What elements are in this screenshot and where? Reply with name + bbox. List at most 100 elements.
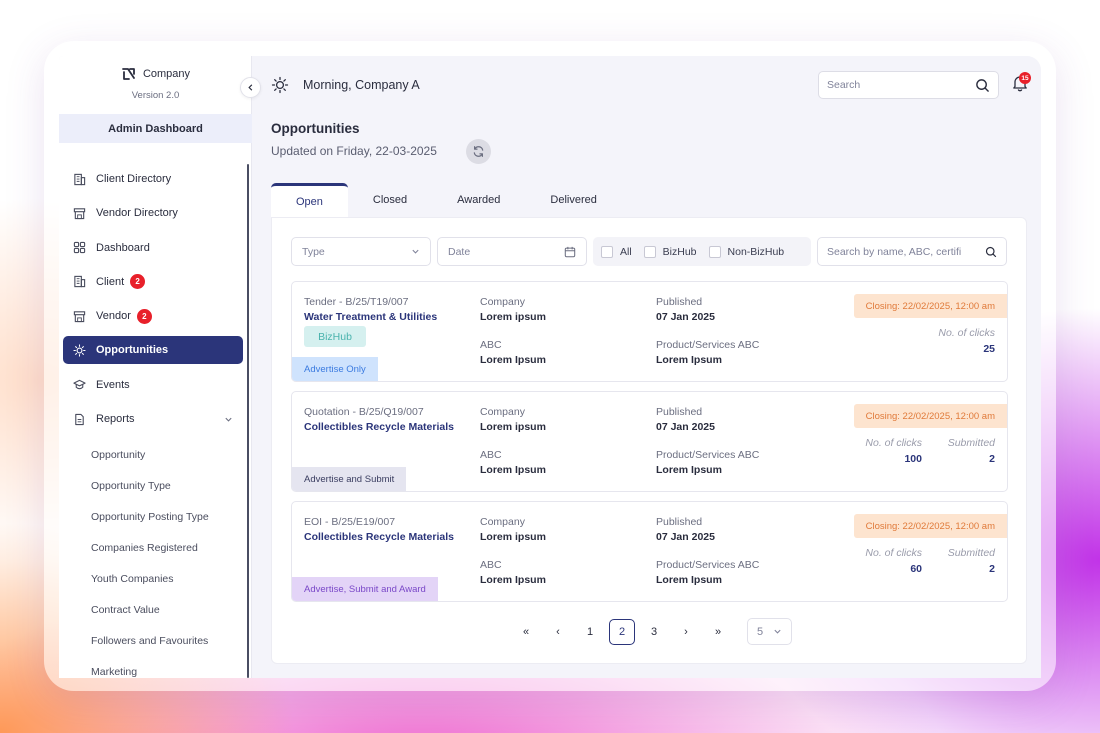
- opportunity-title[interactable]: Collectibles Recycle Materials: [304, 531, 454, 543]
- checkbox-all[interactable]: All: [601, 245, 632, 258]
- product-label: Product/Services ABC: [656, 339, 760, 351]
- page-size-select[interactable]: 5: [747, 618, 792, 645]
- report-item-youth-companies[interactable]: Youth Companies: [91, 572, 174, 585]
- checkbox-box[interactable]: [708, 245, 721, 258]
- notification-count-badge: 15: [1019, 72, 1031, 84]
- opportunity-card[interactable]: Quotation - B/25/Q19/007 Collectibles Re…: [291, 391, 1008, 492]
- checkbox-box[interactable]: [643, 245, 656, 258]
- store-icon: [73, 310, 86, 322]
- sidebar-item-dashboard[interactable]: Dashboard: [63, 234, 243, 262]
- tab-awarded[interactable]: Awarded: [457, 194, 501, 206]
- search-placeholder: Search by name, ABC, certifi: [827, 245, 962, 258]
- report-item-contract-value[interactable]: Contract Value: [91, 603, 160, 616]
- first-page-button[interactable]: «: [522, 625, 530, 638]
- last-updated-text: Updated on Friday, 22-03-2025: [271, 144, 437, 158]
- checkbox-bizhub[interactable]: BizHub: [643, 245, 697, 258]
- page-size-value: 5: [757, 625, 764, 638]
- abc-value: Lorem Ipsum: [480, 574, 546, 586]
- opportunity-card[interactable]: EOI - B/25/E19/007 Collectibles Recycle …: [291, 501, 1008, 602]
- opportunity-title[interactable]: Water Treatment & Utilities: [304, 311, 438, 323]
- clicks-label: No. of clicks: [938, 327, 995, 339]
- sidebar: Company Version 2.0 Admin Dashboard Clie…: [59, 56, 252, 678]
- sidebar-item-label: Events: [96, 378, 130, 391]
- product-value: Lorem Ipsum: [656, 574, 722, 586]
- date-picker[interactable]: Date: [437, 237, 587, 266]
- published-value: 07 Jan 2025: [656, 311, 715, 323]
- opportunity-card[interactable]: Tender - B/25/T19/007 Water Treatment & …: [291, 281, 1008, 382]
- product-value: Lorem Ipsum: [656, 464, 722, 476]
- company-label: Company: [480, 296, 525, 308]
- chevron-left-icon: [248, 84, 253, 91]
- next-page-button[interactable]: ›: [684, 625, 688, 638]
- opportunity-reference: Quotation - B/25/Q19/007: [304, 406, 424, 418]
- global-search-input[interactable]: Search: [818, 71, 999, 99]
- closing-date-badge: Closing: 22/02/2025, 12:00 am: [853, 294, 1007, 318]
- report-item-marketing[interactable]: Marketing: [91, 665, 138, 678]
- report-item-companies-registered[interactable]: Companies Registered: [91, 541, 198, 554]
- greeting-name: Company A: [355, 78, 420, 92]
- report-item-opportunity[interactable]: Opportunity: [91, 448, 146, 461]
- page-button-3[interactable]: 3: [650, 625, 658, 638]
- sidebar-item-vendor-directory[interactable]: Vendor Directory: [63, 199, 243, 227]
- posting-mode-badge: Advertise and Submit: [292, 467, 407, 491]
- published-label: Published: [656, 406, 703, 418]
- page-button-1[interactable]: 1: [586, 625, 594, 638]
- status-tabs: Open Closed Awarded Delivered: [271, 183, 622, 217]
- company-value: Lorem ipsum: [480, 531, 546, 543]
- sidebar-item-label: Reports: [96, 413, 135, 426]
- pagination: « ‹ 1 2 3 › » 5: [513, 618, 792, 645]
- published-value: 07 Jan 2025: [656, 531, 715, 543]
- count-badge: 2: [130, 274, 146, 290]
- sidebar-item-label: Vendor Directory: [96, 207, 178, 220]
- brand-version: Version 2.0: [131, 90, 180, 101]
- checkbox-label: BizHub: [662, 245, 697, 258]
- graduation-cap-icon: [73, 380, 86, 390]
- submitted-value: 2: [989, 563, 995, 575]
- date-placeholder: Date: [448, 245, 471, 258]
- last-page-button[interactable]: »: [714, 625, 722, 638]
- clicks-value: 100: [904, 453, 922, 465]
- checkbox-box[interactable]: [601, 245, 613, 258]
- refresh-icon: [473, 146, 484, 157]
- sidebar-item-client-directory[interactable]: Client Directory: [63, 165, 243, 193]
- sidebar-item-vendor[interactable]: Vendor 2: [63, 302, 243, 330]
- building-icon: [74, 276, 86, 288]
- prev-page-button[interactable]: ‹: [556, 625, 560, 638]
- app-window: Company Version 2.0 Admin Dashboard Clie…: [59, 56, 1041, 678]
- sidebar-item-reports[interactable]: Reports: [63, 405, 243, 433]
- sidebar-item-label: Dashboard: [96, 241, 150, 254]
- tab-open[interactable]: Open: [271, 183, 348, 217]
- tab-closed[interactable]: Closed: [372, 194, 408, 206]
- sidebar-nav: Client Directory Vendor Directory Dashbo…: [63, 165, 243, 678]
- opportunity-search-input[interactable]: Search by name, ABC, certifi: [817, 237, 1007, 266]
- abc-label: ABC: [480, 449, 502, 461]
- sidebar-scrollbar[interactable]: [247, 164, 249, 678]
- sidebar-item-client[interactable]: Client 2: [63, 268, 243, 296]
- chevron-down-icon: [225, 417, 232, 422]
- search-icon: [976, 78, 989, 92]
- opportunity-title[interactable]: Collectibles Recycle Materials: [304, 421, 454, 433]
- report-item-opportunity-posting-type[interactable]: Opportunity Posting Type: [91, 510, 209, 523]
- published-label: Published: [656, 516, 703, 528]
- clicks-label: No. of clicks: [865, 547, 922, 559]
- sidebar-item-opportunities[interactable]: Opportunities: [63, 336, 243, 365]
- type-select[interactable]: Type: [291, 237, 431, 266]
- chevron-down-icon: [774, 629, 781, 634]
- collapse-sidebar-button[interactable]: [240, 77, 261, 98]
- brand-name: Company: [142, 68, 191, 80]
- tab-delivered[interactable]: Delivered: [550, 194, 597, 206]
- refresh-button[interactable]: [466, 139, 491, 164]
- abc-label: ABC: [480, 559, 502, 571]
- brand: Company Version 2.0: [59, 66, 252, 101]
- page-button-2[interactable]: 2: [609, 618, 635, 645]
- abc-value: Lorem Ipsum: [480, 354, 546, 366]
- report-item-opportunity-type[interactable]: Opportunity Type: [91, 479, 171, 492]
- published-value: 07 Jan 2025: [656, 421, 715, 433]
- report-item-followers-favourites[interactable]: Followers and Favourites: [91, 634, 209, 647]
- sidebar-item-label: Client Directory: [96, 173, 172, 185]
- sidebar-item-events[interactable]: Events: [63, 371, 243, 399]
- greeting: Morning, Company A: [271, 76, 420, 94]
- checkbox-non-bizhub[interactable]: Non-BizHub: [708, 245, 784, 258]
- building-icon: [74, 173, 86, 185]
- filter-bar: Type Date All BizHub Non-BizHub Search b…: [291, 237, 1007, 266]
